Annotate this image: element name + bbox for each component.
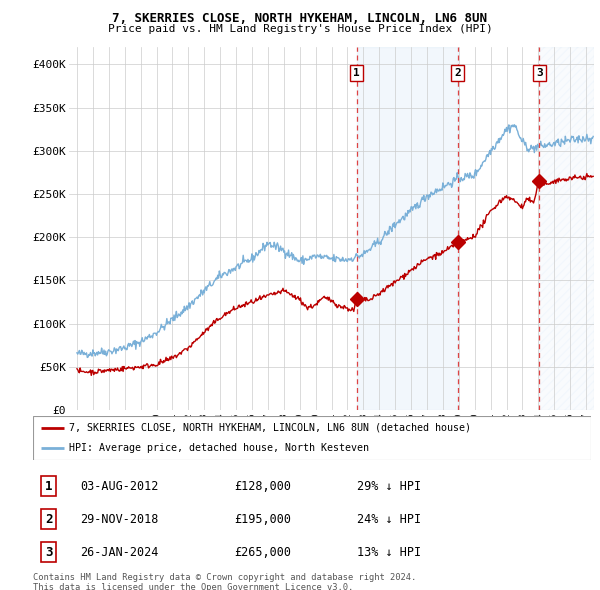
Text: This data is licensed under the Open Government Licence v3.0.: This data is licensed under the Open Gov… [33, 583, 353, 590]
Text: 26-JAN-2024: 26-JAN-2024 [80, 546, 159, 559]
Bar [539, 47, 594, 410]
Text: 13% ↓ HPI: 13% ↓ HPI [356, 546, 421, 559]
Bar [539, 47, 594, 410]
Text: 7, SKERRIES CLOSE, NORTH HYKEHAM, LINCOLN, LN6 8UN (detached house): 7, SKERRIES CLOSE, NORTH HYKEHAM, LINCOL… [69, 423, 471, 433]
Text: HPI: Average price, detached house, North Kesteven: HPI: Average price, detached house, Nort… [69, 443, 369, 453]
Text: Price paid vs. HM Land Registry's House Price Index (HPI): Price paid vs. HM Land Registry's House … [107, 24, 493, 34]
Text: Contains HM Land Registry data © Crown copyright and database right 2024.: Contains HM Land Registry data © Crown c… [33, 573, 416, 582]
Text: £128,000: £128,000 [234, 480, 291, 493]
Text: 3: 3 [45, 546, 52, 559]
Text: £195,000: £195,000 [234, 513, 291, 526]
Text: 03-AUG-2012: 03-AUG-2012 [80, 480, 159, 493]
Text: 7, SKERRIES CLOSE, NORTH HYKEHAM, LINCOLN, LN6 8UN: 7, SKERRIES CLOSE, NORTH HYKEHAM, LINCOL… [113, 12, 487, 25]
Text: 24% ↓ HPI: 24% ↓ HPI [356, 513, 421, 526]
Text: 2: 2 [45, 513, 52, 526]
Bar [356, 47, 458, 410]
Text: 1: 1 [353, 68, 360, 78]
Text: 1: 1 [45, 480, 52, 493]
Text: 3: 3 [536, 68, 543, 78]
Bar [539, 47, 594, 410]
Text: 29% ↓ HPI: 29% ↓ HPI [356, 480, 421, 493]
Text: 29-NOV-2018: 29-NOV-2018 [80, 513, 159, 526]
Text: £265,000: £265,000 [234, 546, 291, 559]
Text: 2: 2 [454, 68, 461, 78]
